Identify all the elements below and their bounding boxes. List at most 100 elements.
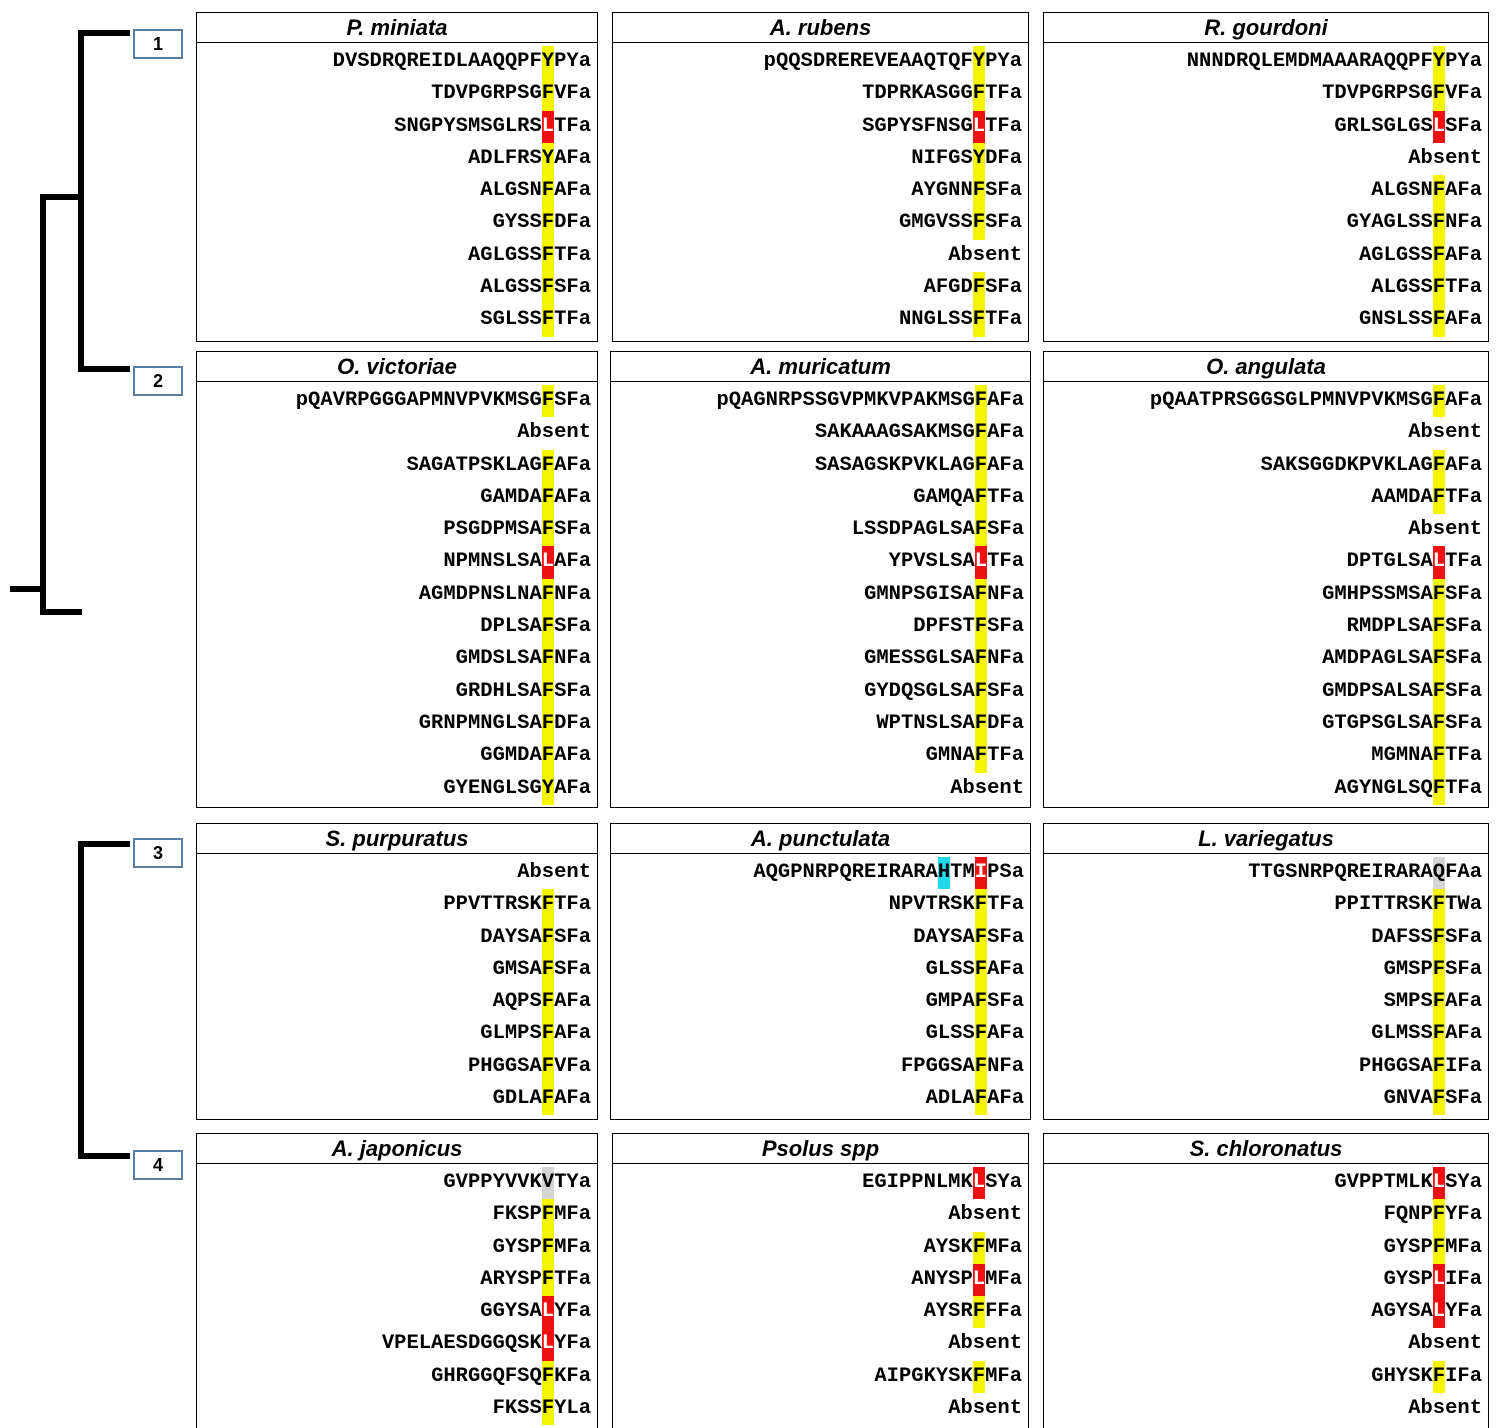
sequence-suffix: MFa	[985, 1267, 1022, 1291]
highlighted-residue: F	[1432, 740, 1446, 773]
tree-root-stub	[10, 586, 46, 592]
sequence-suffix: NFa	[554, 582, 591, 606]
highlighted-residue: L	[541, 1296, 555, 1329]
sequence-prefix: ALGSS	[480, 276, 542, 300]
peptide-row: PHGGSAFIFa	[1044, 1050, 1488, 1084]
sequence-prefix: GYAGLSS	[1346, 211, 1433, 235]
sequence-prefix: SMPS	[1383, 990, 1433, 1014]
absent-label: Absent	[948, 1397, 1022, 1421]
sequence-prefix: AMDPAGLSA	[1322, 647, 1433, 671]
sequence-prefix: AYSK	[923, 1235, 973, 1259]
sequence-suffix: SFa	[1445, 1087, 1482, 1111]
sequence-prefix: DPTGLSA	[1346, 550, 1433, 574]
species-name: O. victoriae	[197, 352, 597, 382]
peptide-list: GVPPYVVKVTYa FKSPFMFa GYSPFMFa ARYSPFTFa GGY…	[197, 1164, 597, 1426]
highlighted-residue: F	[541, 1231, 555, 1264]
tree-leaf-group-2	[78, 366, 130, 372]
sequence-suffix: VFa	[1445, 82, 1482, 106]
highlighted-residue: F	[1432, 953, 1446, 987]
peptide-list: AQGPNRPQREIRARAHTMIPSa NPVTRSKFTFa DAYSAFS…	[611, 854, 1030, 1116]
sequence-suffix: SFa	[985, 276, 1022, 300]
sequence-prefix: pQAATPRSGGSGLPMNVPVKMSG	[1149, 389, 1433, 412]
peptide-row: PHGGSAFVFa	[197, 1050, 597, 1084]
sequence-prefix: AGYSA	[1371, 1300, 1433, 1324]
peptide-row: WPTNSLSAFDFa	[611, 707, 1030, 741]
species-panel: O. angulata pQAATPRSGGSGLPMNVPVKMSGFAFa Ab…	[1043, 351, 1489, 808]
sequence-prefix: AFGD	[923, 276, 973, 300]
sequence-suffix: DFa	[554, 211, 591, 235]
highlighted-residue: F	[1432, 304, 1446, 337]
sequence-suffix: TFa	[1445, 276, 1482, 300]
peptide-row: Absent	[197, 857, 597, 889]
sequence-suffix: SFa	[1445, 114, 1482, 138]
sequence-suffix: SFa	[987, 518, 1024, 542]
peptide-row: Absent	[1044, 1393, 1488, 1425]
highlighted-residue: F	[541, 675, 555, 708]
sequence-prefix: GRDHLSA	[455, 679, 542, 703]
peptide-row: GMHPSSMSAFSFa	[1044, 578, 1488, 612]
sequence-prefix: PHGGSA	[467, 1054, 542, 1078]
sequence-suffix: AFa	[1445, 179, 1482, 203]
peptide-row: Absent	[1044, 143, 1488, 175]
peptide-row: EGIPPNLMKLSYa	[613, 1167, 1028, 1200]
peptide-row: PPITTRSKFTWa	[1044, 889, 1488, 922]
absent-label: Absent	[1408, 146, 1482, 170]
peptide-row: AGYNGLSQFTFa	[1044, 772, 1488, 805]
peptide-row: NPMNSLSALAFa	[197, 546, 597, 579]
absent-label: Absent	[1408, 1332, 1482, 1356]
peptide-row: TDPRKASGGFTFa	[613, 78, 1028, 111]
highlighted-residue: F	[541, 707, 555, 741]
peptide-list: GVPPTMLKLSYa FQNPFYFa GYSPFMFa GYSPLIFa AGYS…	[1044, 1164, 1488, 1425]
sequence-prefix: DPFST	[913, 615, 975, 639]
sequence-suffix: AFa	[987, 453, 1024, 477]
species-panel: S. purpuratus Absent PPVTTRSKFTFa DAYSAFSFa…	[196, 823, 598, 1120]
highlighted-residue: L	[541, 546, 555, 579]
peptide-row: AGMDPNSLNAFNFa	[197, 578, 597, 612]
highlighted-residue: F	[541, 921, 555, 954]
peptide-row: SNGPYSMSGLRSLTFa	[197, 110, 597, 143]
highlighted-residue: L	[972, 110, 986, 143]
peptide-list: Absent PPVTTRSKFTFa DAYSAFSFa GMSAFSFa AQPSF…	[197, 854, 597, 1116]
sequence-suffix: YLa	[554, 1397, 591, 1421]
highlighted-residue: F	[1432, 986, 1446, 1019]
highlighted-residue: F	[972, 272, 986, 305]
sequence-prefix: DAYSA	[913, 925, 975, 949]
sequence-prefix: ARYSP	[480, 1267, 542, 1291]
species-panel: R. gourdoni NNNDRQLEMDMAAARAQQPFYPYa TDVPG…	[1043, 12, 1489, 342]
sequence-suffix: SYa	[1445, 1171, 1482, 1194]
group-label-3: 3	[133, 838, 183, 868]
peptide-row: DAYSAFSFa	[611, 921, 1030, 954]
sequence-prefix: SAGATPSKLAG	[406, 453, 542, 477]
peptide-row: AMDPAGLSAFSFa	[1044, 643, 1488, 676]
peptide-row: GVPPTMLKLSYa	[1044, 1167, 1488, 1200]
sequence-prefix: GYSP	[1383, 1267, 1433, 1291]
sequence-suffix: YFa	[1445, 1203, 1482, 1227]
sequence-suffix: TFa	[985, 114, 1022, 138]
peptide-row: NNGLSSFTFa	[613, 304, 1028, 337]
peptide-row: GYSPFMFa	[197, 1231, 597, 1264]
peptide-list: DVSDRQREIDLAAQQPFYPYa TDVPGRPSGFVFa SNGPYS…	[197, 43, 597, 337]
species-panel: L. variegatus TTGSNRPQREIRARAQFAa PPITTRSK…	[1043, 823, 1489, 1120]
sequence-suffix: MFa	[985, 1235, 1022, 1259]
sequence-prefix: AQGPNRPQREIRARA	[753, 861, 938, 884]
highlighted-residue: Y	[541, 142, 555, 176]
highlighted-residue: F	[1432, 239, 1446, 273]
peptide-row: GLMSSFAFa	[1044, 1018, 1488, 1051]
sequence-prefix: PPVTTRSK	[443, 893, 542, 917]
peptide-row: SAGATPSKLAGFAFa	[197, 449, 597, 482]
sequence-suffix: AFa	[554, 776, 591, 800]
peptide-row: Absent	[613, 1328, 1028, 1360]
peptide-row: VPELAESDGGQSKLYFa	[197, 1328, 597, 1361]
peptide-row: ADLFRSYAFa	[197, 142, 597, 176]
sequence-prefix: TDVPGRPSG	[431, 82, 542, 106]
sequence-prefix: GVPPYVVK	[443, 1171, 542, 1194]
highlighted-residue: L	[1432, 1167, 1446, 1200]
peptide-row: FPGGSAFNFa	[611, 1050, 1030, 1084]
peptide-row: YPVSLSALTFa	[611, 546, 1030, 579]
tree-leaf-group-4	[78, 1153, 130, 1159]
species-panel: A. muricatum pQAGNRPSSGVPMKVPAKMSGFAFa SAK…	[610, 351, 1031, 808]
peptide-row: GLSSFAFa	[611, 953, 1030, 987]
peptide-row: ALGSSFTFa	[1044, 272, 1488, 305]
highlighted-residue: F	[972, 175, 986, 208]
sequence-suffix: TFa	[1445, 744, 1482, 768]
